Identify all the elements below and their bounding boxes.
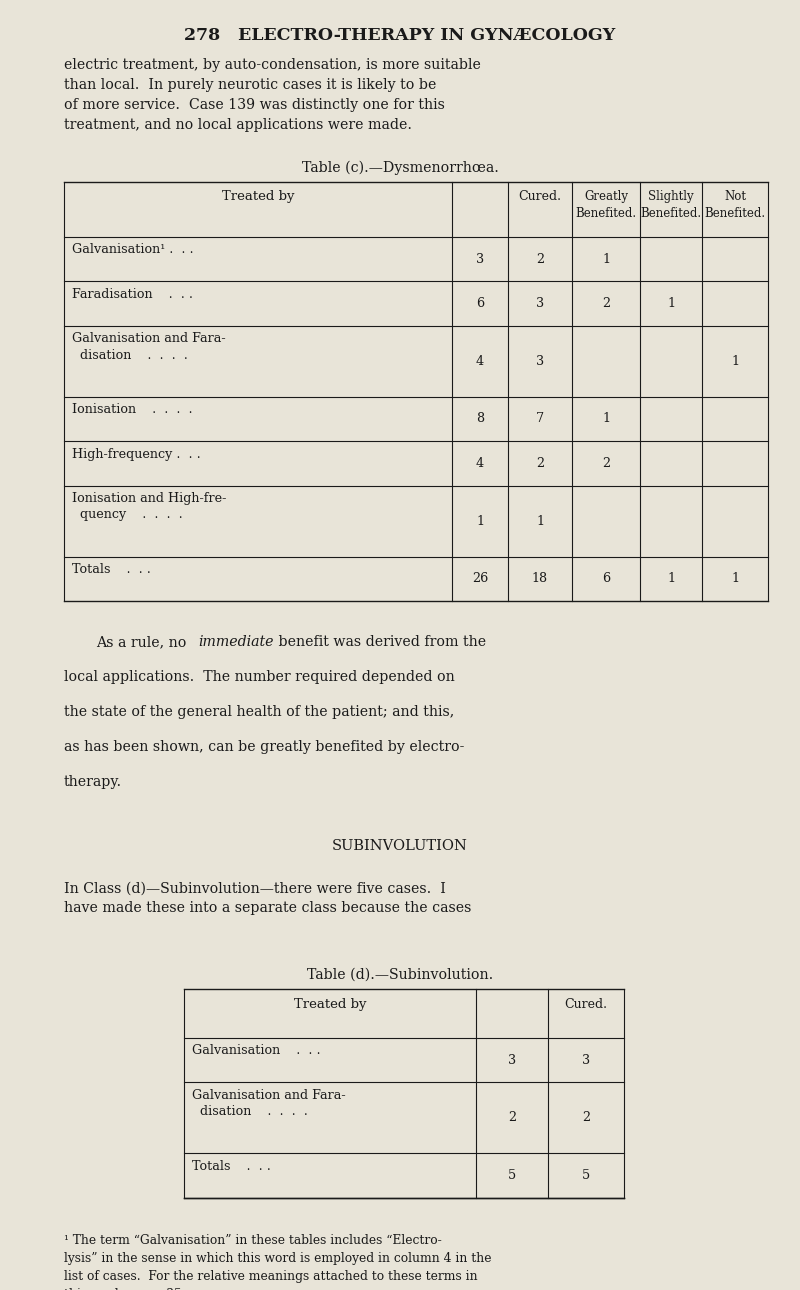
Text: Totals    .  . .: Totals . . . [192,1160,271,1173]
Text: Greatly
Benefited.: Greatly Benefited. [575,191,637,221]
Text: 6: 6 [602,573,610,586]
Text: Slightly
Benefited.: Slightly Benefited. [641,191,702,221]
Text: 7: 7 [536,413,544,426]
Text: 278   ELECTRO-THERAPY IN GYNÆCOLOGY: 278 ELECTRO-THERAPY IN GYNÆCOLOGY [184,27,616,44]
Text: ¹ The term “Galvanisation” in these tables includes “Electro-
lysis” in the sens: ¹ The term “Galvanisation” in these tabl… [64,1233,491,1290]
Text: 2: 2 [582,1111,590,1125]
Text: Galvanisation and Fara-
  disation    .  .  .  .: Galvanisation and Fara- disation . . . . [192,1089,346,1118]
Text: In Class (d)—Subinvolution—there were five cases.  I
have made these into a sepa: In Class (d)—Subinvolution—there were fi… [64,881,471,916]
Text: Galvanisation¹ .  . .: Galvanisation¹ . . . [72,244,194,257]
Text: 5: 5 [508,1169,516,1182]
Text: 2: 2 [536,457,544,470]
Text: 6: 6 [476,297,484,310]
Text: 4: 4 [476,355,484,368]
Text: Galvanisation    .  . .: Galvanisation . . . [192,1044,321,1058]
Text: benefit was derived from the: benefit was derived from the [274,635,486,649]
Text: Faradisation    .  . .: Faradisation . . . [72,288,193,301]
Text: Totals    .  . .: Totals . . . [72,562,151,577]
Text: Not
Benefited.: Not Benefited. [705,191,766,221]
Text: as has been shown, can be greatly benefited by electro-: as has been shown, can be greatly benefi… [64,739,464,753]
Text: Treated by: Treated by [294,997,366,1010]
Text: 1: 1 [476,515,484,528]
Text: therapy.: therapy. [64,774,122,788]
Text: immediate: immediate [198,635,274,649]
Text: 3: 3 [508,1054,516,1067]
Text: 3: 3 [582,1054,590,1067]
Text: 3: 3 [476,253,484,266]
Text: Treated by: Treated by [222,191,294,204]
Text: 1: 1 [602,413,610,426]
Text: 1: 1 [731,355,739,368]
Text: 1: 1 [536,515,544,528]
Text: 3: 3 [536,355,544,368]
Text: Ionisation    .  .  .  .: Ionisation . . . . [72,404,193,417]
Text: local applications.  The number required depended on: local applications. The number required … [64,670,454,684]
Text: High-frequency .  . .: High-frequency . . . [72,448,201,461]
Text: Table (d).—Subinvolution.: Table (d).—Subinvolution. [307,968,493,982]
Text: 1: 1 [667,297,675,310]
Text: Cured.: Cured. [518,191,562,204]
Text: electric treatment, by auto-condensation, is more suitable
than local.  In purel: electric treatment, by auto-condensation… [64,58,481,133]
Text: 4: 4 [476,457,484,470]
Text: 1: 1 [731,573,739,586]
Text: 2: 2 [602,457,610,470]
Text: 1: 1 [667,573,675,586]
Text: 2: 2 [602,297,610,310]
Text: 8: 8 [476,413,484,426]
Text: Table (c).—Dysmenorrhœa.: Table (c).—Dysmenorrhœa. [302,161,498,175]
Text: Ionisation and High-fre-
  quency    .  .  .  .: Ionisation and High-fre- quency . . . . [72,491,226,521]
Text: Galvanisation and Fara-
  disation    .  .  .  .: Galvanisation and Fara- disation . . . . [72,332,226,361]
Text: As a rule, no: As a rule, no [96,635,191,649]
Text: Cured.: Cured. [565,997,607,1010]
Text: 2: 2 [536,253,544,266]
Text: the state of the general health of the patient; and this,: the state of the general health of the p… [64,704,454,719]
Text: 18: 18 [532,573,548,586]
Text: 2: 2 [508,1111,516,1125]
Text: 26: 26 [472,573,488,586]
Text: 1: 1 [602,253,610,266]
Text: 3: 3 [536,297,544,310]
Text: 5: 5 [582,1169,590,1182]
Text: SUBINVOLUTION: SUBINVOLUTION [332,838,468,853]
